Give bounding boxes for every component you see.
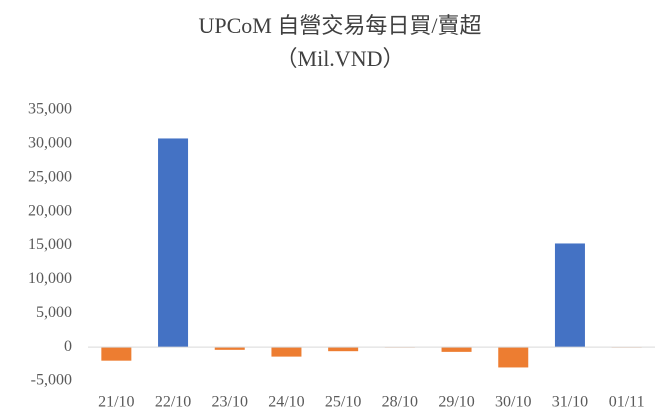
x-tick-label: 30/10 bbox=[495, 394, 531, 411]
bar bbox=[328, 347, 359, 352]
y-tick-label: 30,000 bbox=[28, 135, 72, 152]
y-tick-label: 5,000 bbox=[36, 304, 72, 321]
y-tick-label: 20,000 bbox=[28, 202, 72, 219]
x-tick-label: 29/10 bbox=[438, 394, 474, 411]
bar bbox=[101, 347, 132, 361]
chart-subtitle: （Mil.VND） bbox=[276, 46, 405, 71]
x-tick-label: 28/10 bbox=[382, 394, 418, 411]
bar bbox=[441, 347, 472, 352]
y-tick-label: -5,000 bbox=[31, 372, 72, 389]
y-tick-label: 35,000 bbox=[28, 101, 72, 118]
y-tick-label: 25,000 bbox=[28, 168, 72, 185]
bar bbox=[158, 138, 189, 348]
x-tick-label: 23/10 bbox=[212, 394, 248, 411]
y-tick-label: 10,000 bbox=[28, 270, 72, 287]
x-tick-label: 25/10 bbox=[325, 394, 361, 411]
bar bbox=[214, 347, 245, 350]
y-tick-label: 15,000 bbox=[28, 236, 72, 253]
y-tick-label: 0 bbox=[64, 338, 72, 355]
x-tick-label: 24/10 bbox=[268, 394, 304, 411]
bar bbox=[498, 347, 529, 368]
bar bbox=[554, 243, 585, 348]
bar bbox=[271, 347, 302, 357]
x-tick-label: 21/10 bbox=[98, 394, 134, 411]
x-tick-label: 01/11 bbox=[609, 394, 645, 411]
x-tick-label: 31/10 bbox=[552, 394, 588, 411]
x-tick-label: 22/10 bbox=[155, 394, 191, 411]
chart-title: UPCoM 自營交易每日買/賣超 bbox=[199, 13, 482, 38]
